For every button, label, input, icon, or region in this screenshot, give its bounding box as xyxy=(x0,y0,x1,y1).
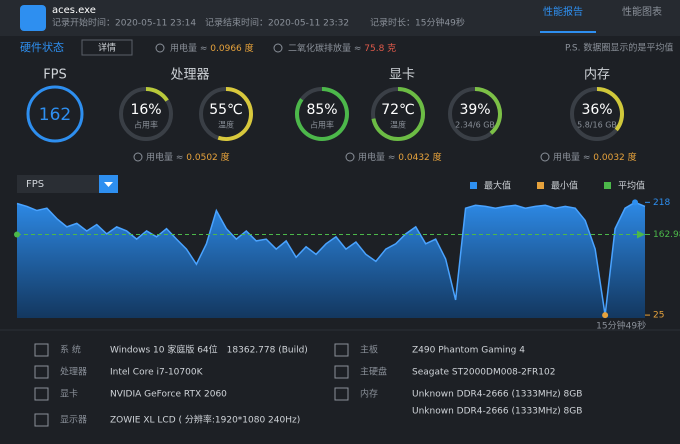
spec-icon xyxy=(34,413,49,427)
icon xyxy=(155,43,165,53)
detail-label[interactable]: 详情 xyxy=(98,42,116,54)
gauge-caption: 占用率 xyxy=(310,120,334,130)
spec-label: 处理器 xyxy=(60,366,87,378)
gauge-arc xyxy=(295,87,349,141)
gauge-arc xyxy=(596,87,624,132)
note: P.S. 数据圈显示的是平均值 xyxy=(565,42,673,54)
legend-label: 最小值 xyxy=(551,180,578,192)
group-title: 内存 xyxy=(584,67,610,83)
gauge-caption: 温度 xyxy=(218,120,234,130)
gauge-caption: 温度 xyxy=(390,120,406,130)
gauge-label: 85% xyxy=(306,102,337,118)
tab[interactable]: 性能图表 xyxy=(622,5,662,18)
group-title: 处理器 xyxy=(170,68,209,83)
gauge-label: 36% xyxy=(581,102,612,118)
max-dot xyxy=(632,199,639,206)
gauge-arc xyxy=(217,87,253,141)
value-label: 218 xyxy=(653,198,670,208)
group-power: 用电量 ≈ 0.0032 度 xyxy=(553,151,637,163)
spec-icon xyxy=(34,365,49,379)
end-time: 15分钟49秒 xyxy=(596,320,646,332)
fps-ring xyxy=(26,85,84,143)
spec-value: Unknown DDR4-2666 (1333MHz) 8GB xyxy=(412,407,582,417)
start-time: 记录开始时间：2020-05-11 23:14 xyxy=(52,17,196,29)
spec-value: Unknown DDR4-2666 (1333MHz) 8GB xyxy=(412,390,582,400)
group-power: 用电量 ≈ 0.0432 度 xyxy=(358,151,442,163)
gauge-arc xyxy=(145,87,169,102)
gauge-label: 55℃ xyxy=(209,102,243,118)
icon xyxy=(345,152,355,162)
end-time: 记录结束时间：2020-05-11 23:32 xyxy=(205,17,349,29)
detail-button[interactable] xyxy=(81,39,133,56)
min-dot xyxy=(602,312,609,319)
spec-label: 主板 xyxy=(360,344,378,356)
gauge-caption: 占用率 xyxy=(134,120,158,130)
avg-dot xyxy=(14,231,20,238)
legend-swatch xyxy=(537,182,544,189)
spec-icon xyxy=(34,387,49,401)
tab-underline xyxy=(540,31,596,33)
gauge-label: 39% xyxy=(459,102,490,118)
spec-label: 显卡 xyxy=(60,388,78,400)
tab[interactable]: 性能报告 xyxy=(543,5,583,18)
gauge-caption: 2.34/6 GB xyxy=(455,121,495,130)
spec-icon xyxy=(34,343,49,357)
legend-label: 平均值 xyxy=(618,180,645,192)
legend-label: 最大值 xyxy=(484,180,511,192)
spec-icon xyxy=(334,365,349,379)
dropdown-label: FPS xyxy=(26,179,44,190)
spec-label: 显示器 xyxy=(60,415,87,426)
fps-title: FPS xyxy=(43,68,67,83)
legend-swatch xyxy=(470,182,477,189)
legend-swatch xyxy=(604,182,611,189)
spec-value: ZOWIE XL LCD ( 分辨率:1920*1080 240Hz) xyxy=(110,414,300,426)
spec-icon xyxy=(334,343,349,357)
icon xyxy=(540,152,550,162)
co2-total: 二氧化碳排放量 ≈ 75.8 克 xyxy=(288,42,396,54)
dropdown[interactable] xyxy=(17,175,118,193)
spec-label: 主硬盘 xyxy=(360,366,387,378)
arrow-icon xyxy=(104,182,113,187)
avg-arrow xyxy=(637,230,645,239)
group-title: 显卡 xyxy=(389,68,415,83)
value-label: 162.98 xyxy=(653,230,680,240)
fps-line xyxy=(16,201,646,316)
spec-label: 系 统 xyxy=(60,344,81,356)
icon xyxy=(273,43,283,53)
value-label: 25 xyxy=(653,311,664,321)
gauge-label: 16% xyxy=(130,102,161,118)
section-title: 硬件状态 xyxy=(20,40,64,54)
spec-value: Intel Core i7-10700K xyxy=(110,368,204,378)
spec-value: Seagate ST2000DM008-2FR102 xyxy=(412,368,556,378)
app-icon xyxy=(20,5,46,31)
header-bar xyxy=(0,0,680,36)
spec-value: NVIDIA GeForce RTX 2060 xyxy=(110,390,227,400)
spec-value: Z490 Phantom Gaming 4 xyxy=(412,346,525,356)
app-name: aces.exe xyxy=(52,5,96,16)
fps-area xyxy=(17,202,645,318)
gauge-arc xyxy=(371,87,425,141)
gauge-caption: 5.8/16 GB xyxy=(577,121,617,130)
spec-value: Windows 10 家庭版 64位 18362.778 (Build) xyxy=(110,344,308,356)
group-power: 用电量 ≈ 0.0502 度 xyxy=(146,151,230,163)
duration: 记录时长：15分钟49秒 xyxy=(370,17,465,29)
power-total: 用电量 ≈ 0.0966 度 xyxy=(170,42,254,54)
gauge-arc xyxy=(474,87,502,135)
fps-value: 162 xyxy=(39,105,71,125)
spec-icon xyxy=(334,387,349,401)
icon xyxy=(133,152,143,162)
spec-label: 内存 xyxy=(360,388,378,400)
gauge-label: 72℃ xyxy=(381,102,415,118)
